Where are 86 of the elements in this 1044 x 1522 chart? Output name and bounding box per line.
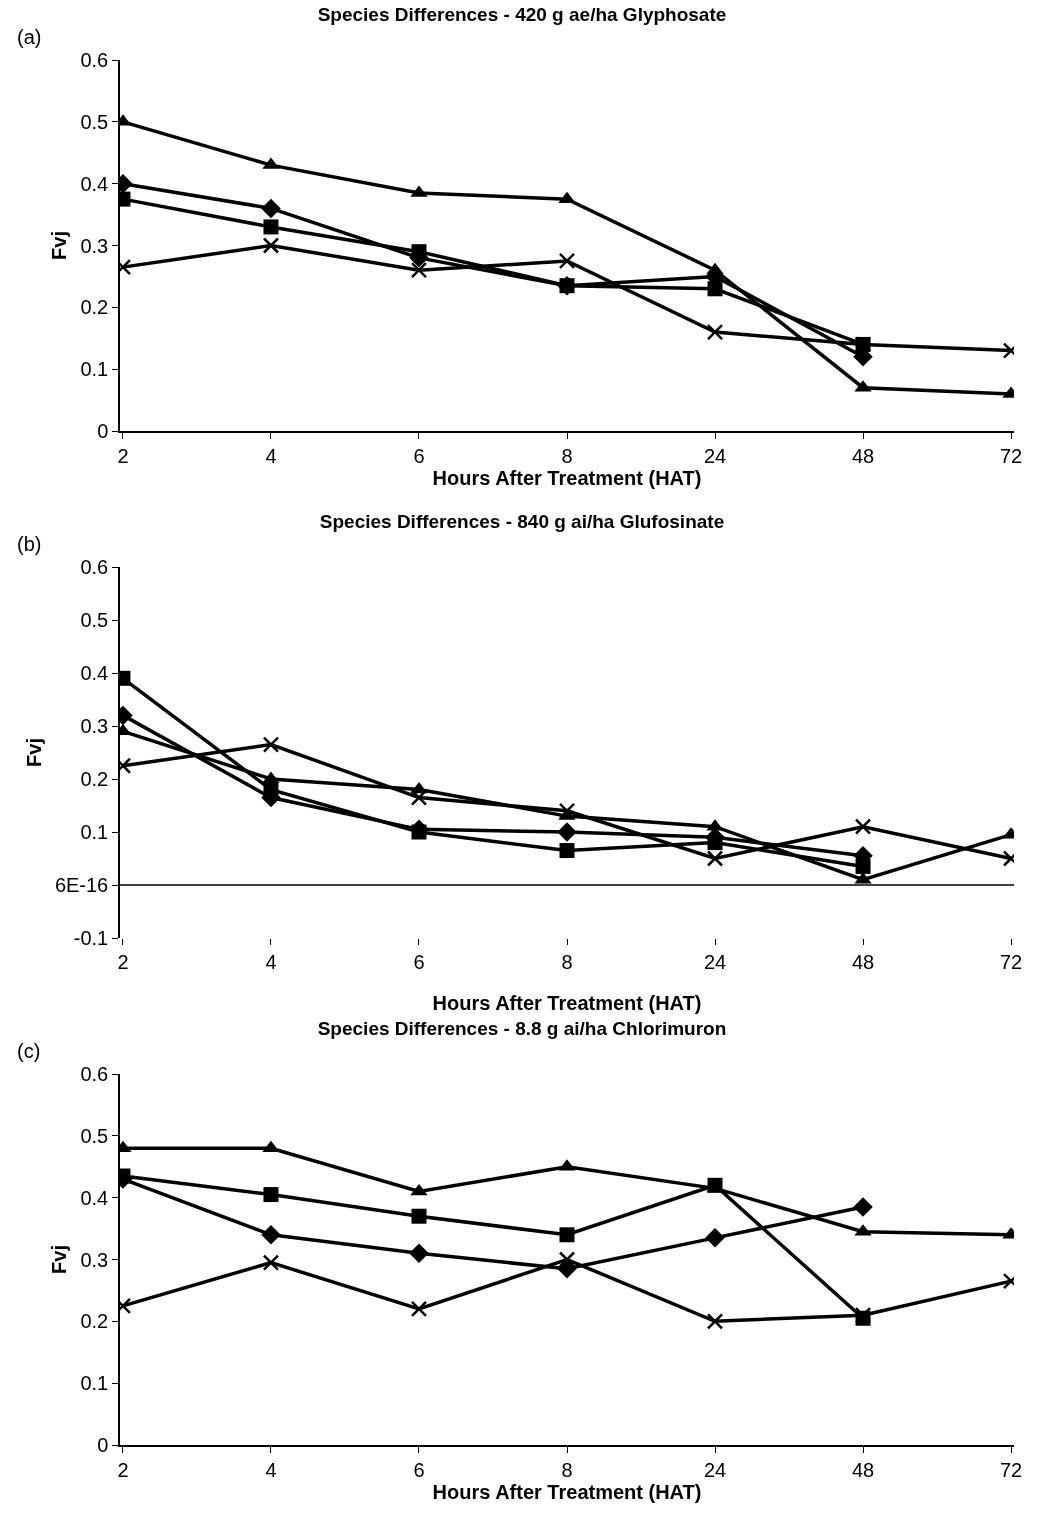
y-tick-label: 0 [97, 1434, 109, 1456]
point [559, 843, 575, 859]
y-tick-label: 0.1 [80, 358, 109, 381]
point [410, 1300, 428, 1318]
point [707, 281, 723, 297]
x-tick-label: 2 [117, 951, 129, 973]
point [558, 1251, 576, 1268]
x-tick-label: 48 [851, 1458, 875, 1481]
text: (b) [17, 533, 42, 555]
y-tick-label: 6E-16 [54, 874, 109, 896]
chart-title: Species Differences - 8.8 g ai/ha Chlorimuron [317, 1017, 727, 1039]
point [559, 1227, 575, 1243]
y-tick-label: 0.4 [80, 662, 109, 684]
chart-title: Species Differences - 840 g ai/ha Glufosinate [319, 510, 725, 532]
y-tick-label: 0.3 [80, 234, 109, 257]
x-tick-label: 72 [999, 444, 1023, 467]
point [705, 1228, 725, 1248]
y-tick-label: 0.1 [80, 1372, 109, 1395]
point [557, 822, 577, 842]
y-tick-label: 0.1 [80, 821, 109, 843]
x-tick-label: 8 [561, 951, 573, 973]
point [262, 736, 280, 753]
y-tick-label: 0 [97, 420, 109, 442]
y-tick-label: 0.5 [80, 1124, 109, 1147]
y-tick-label: 0.4 [80, 1186, 109, 1209]
x-axis-title: Hours After Treatment (HAT) [432, 466, 702, 489]
x-tick-label: 24 [703, 951, 727, 973]
point [263, 782, 279, 798]
x-axis-title: Hours After Treatment (HAT) [432, 1480, 702, 1503]
x-tick-label: 72 [999, 1458, 1023, 1481]
y-tick-label: 0.2 [80, 1310, 109, 1333]
point [261, 198, 281, 219]
point [262, 237, 280, 254]
y-tick-label: 0.2 [80, 768, 109, 790]
x-axis-title: Hours After Treatment (HAT) [432, 992, 702, 1014]
y-tick-label: 0.5 [80, 609, 109, 631]
text: (c) [17, 1040, 41, 1062]
point [853, 1197, 873, 1217]
x-tick-label: 2 [117, 1458, 129, 1481]
x-tick-label: 2 [117, 444, 129, 467]
y-tick-label: 0.6 [80, 556, 109, 578]
text: (a) [17, 26, 42, 48]
point [558, 802, 576, 820]
x-tick-label: 24 [703, 1458, 727, 1481]
x-tick-label: 8 [561, 1458, 573, 1481]
x-tick-label: 6 [413, 951, 425, 973]
point [263, 1187, 279, 1203]
point [706, 850, 724, 867]
y-tick-label: 0.3 [80, 715, 109, 737]
y-tick-label: 0.6 [80, 1063, 109, 1085]
point [410, 789, 428, 806]
point [410, 1183, 428, 1196]
point [411, 824, 427, 840]
point [706, 323, 724, 341]
y-tick-label: -0.1 [73, 927, 109, 949]
point [409, 1243, 429, 1264]
y-tick-label: 0.2 [80, 296, 109, 319]
x-tick-label: 24 [703, 444, 727, 467]
x-tick-label: 72 [999, 951, 1023, 973]
x-tick-label: 8 [561, 444, 573, 467]
y-axis-title: Fvj [48, 231, 71, 260]
y-tick-label: 0.3 [80, 1248, 109, 1271]
y-axis-title: Fvj [22, 738, 45, 767]
point [854, 1306, 872, 1324]
point [263, 219, 279, 235]
chart-title: Species Differences - 420 g ae/ha Glyphosate [317, 3, 727, 25]
point [411, 1208, 427, 1224]
point [558, 252, 576, 270]
point [261, 1225, 281, 1245]
point [855, 858, 871, 874]
y-tick-label: 0.6 [80, 49, 109, 71]
x-tick-label: 6 [413, 444, 425, 467]
x-tick-label: 48 [851, 444, 875, 467]
x-tick-label: 4 [265, 951, 277, 973]
point [410, 261, 428, 279]
x-tick-label: 4 [265, 444, 277, 467]
y-axis-title: Fvj [48, 1245, 71, 1274]
point [706, 1313, 724, 1330]
point [854, 818, 872, 835]
y-tick-label: 0.5 [80, 110, 109, 133]
x-tick-label: 6 [413, 1458, 425, 1481]
y-tick-label: 0.4 [80, 172, 109, 195]
x-tick-label: 4 [265, 1458, 277, 1481]
point [707, 835, 723, 851]
x-tick-label: 48 [851, 951, 875, 973]
point [262, 1254, 280, 1271]
